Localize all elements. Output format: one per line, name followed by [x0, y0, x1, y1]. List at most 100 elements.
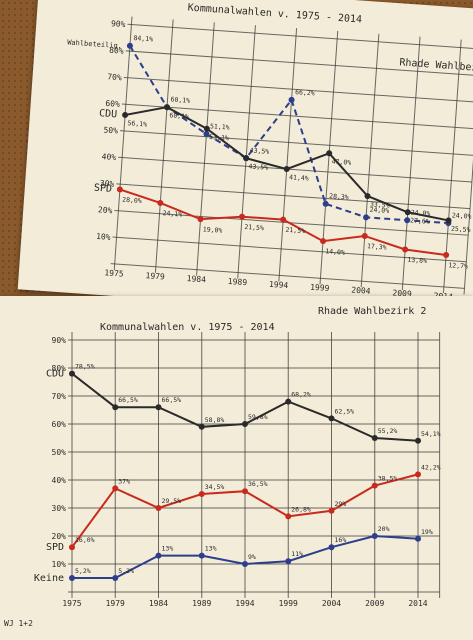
grid-line-vertical	[154, 19, 174, 273]
data-point-spd	[157, 199, 164, 206]
data-label-cdu: 58,8%	[205, 416, 225, 424]
data-label-spd: 34,5%	[205, 483, 225, 491]
data-point-keine	[415, 535, 421, 542]
data-point-cdu	[328, 415, 335, 422]
legend-label-cdu: CDU	[99, 108, 118, 120]
data-point-spd	[69, 544, 75, 551]
x-tick-label: 1979	[106, 599, 125, 608]
y-tick-label: 70%	[107, 72, 122, 82]
grid-line-horizontal	[116, 183, 471, 210]
data-point-spd	[371, 482, 378, 489]
data-label-cdu: 66,5%	[118, 396, 138, 404]
data-point-cdu	[404, 209, 411, 216]
data-label-cdu: 68,2%	[291, 391, 311, 399]
data-point-wahlbeteilig	[126, 42, 133, 49]
chart-sheet-wahlbezirk-2: Kommunalwahlen v. 1975 - 2014 Rhade Wahlb…	[0, 296, 473, 640]
y-tick-label: 10%	[52, 560, 67, 569]
data-label-spd: 29%	[335, 500, 347, 508]
data-point-cdu	[445, 217, 452, 224]
data-point-keine	[328, 544, 335, 551]
y-tick-label: 20%	[52, 532, 67, 541]
data-label-spd: 19,0%	[203, 225, 223, 234]
x-tick-label: 1989	[228, 277, 248, 287]
legend-label-spd: SPD	[93, 183, 112, 195]
legend-label-cdu: CDU	[46, 369, 64, 380]
data-point-spd	[320, 238, 327, 245]
chart-wahlbezirk-1: Kommunalwahlen v. 1975 - 2014 Rhade Wahlb…	[67, 2, 473, 302]
x-tick-label: 1979	[145, 271, 165, 281]
data-point-cdu	[164, 104, 171, 111]
grid-line-vertical	[360, 33, 380, 288]
grid-line-horizontal	[121, 103, 473, 130]
y-tick-label: 60%	[105, 99, 120, 109]
data-label-wahlbeteilig: 84,1%	[133, 34, 153, 43]
y-tick-label: 60%	[52, 420, 67, 429]
data-point-cdu	[122, 111, 129, 118]
data-label-keine: 5,2%	[75, 567, 91, 575]
chart-wahlbezirk-2: Kommunalwahlen v. 1975 - 2014 Rhade Wahlb…	[4, 306, 441, 628]
grid-line-horizontal	[118, 156, 472, 183]
data-point-cdu	[112, 404, 119, 411]
grid-line-horizontal	[125, 50, 473, 77]
grid-line-horizontal	[127, 23, 473, 50]
data-label-keine: 20%	[378, 525, 390, 533]
x-tick-label: 1975	[104, 268, 124, 278]
data-point-spd	[280, 216, 287, 223]
data-point-spd	[116, 186, 123, 193]
data-point-spd	[239, 213, 246, 220]
grid-line-vertical	[196, 22, 215, 276]
x-axis-line	[110, 263, 465, 289]
data-label-spd: 42,2%	[421, 463, 441, 471]
data-label-cdu: 66,5%	[162, 396, 182, 404]
data-label-spd: 17,3%	[367, 242, 387, 251]
data-point-spd	[402, 246, 409, 253]
data-point-cdu	[415, 437, 421, 444]
data-label-spd: 21,5%	[244, 223, 264, 232]
x-tick-label: 1999	[310, 283, 330, 293]
data-label-spd: 29,5%	[162, 497, 182, 505]
data-label-cdu: 62,5%	[335, 407, 355, 415]
data-point-cdu	[155, 404, 162, 411]
legend-label-wahlbeteilig: Wahlbeteilig.	[67, 38, 122, 50]
data-point-spd	[155, 505, 162, 511]
x-tick-label: 1994	[235, 599, 254, 608]
data-label-keine: 13%	[162, 545, 174, 553]
x-tick-label: 2004	[322, 599, 341, 608]
data-label-keine: 13%	[205, 545, 217, 553]
x-tick-label: 1994	[269, 280, 289, 290]
data-label-keine: 11%	[291, 550, 303, 558]
data-label-spd: 37%	[118, 477, 130, 485]
data-label-cdu: 47,0%	[331, 157, 351, 166]
chart-subtitle: Rhade Wahlbezirk 2	[318, 306, 426, 317]
grid-line-vertical	[442, 39, 462, 293]
data-label-keine: 19%	[421, 528, 433, 536]
grid-line-vertical	[278, 28, 298, 282]
data-point-keine	[285, 558, 292, 565]
chart-subtitle: Rhade Wahlbezirk 1	[399, 57, 473, 76]
data-label-spd: 13,8%	[407, 256, 427, 265]
y-tick-label: 90%	[52, 336, 67, 345]
data-point-wahlbeteilig	[288, 96, 295, 103]
data-point-cdu	[371, 435, 378, 441]
data-point-cdu	[243, 155, 250, 162]
data-point-cdu	[203, 125, 210, 132]
legend-label-keine: Keine	[34, 573, 64, 584]
data-point-spd	[361, 232, 368, 239]
data-label-spd: 16,0%	[75, 536, 95, 544]
y-tick-label: 50%	[52, 448, 67, 457]
data-label-keine: 9%	[248, 553, 256, 561]
data-label-cdu: 55,2%	[378, 427, 398, 435]
x-tick-label: 2004	[351, 286, 371, 296]
data-point-cdu	[69, 370, 75, 377]
data-point-spd	[242, 488, 248, 495]
data-label-spd: 36,5%	[248, 480, 268, 488]
data-label-cdu: 59,8%	[248, 413, 268, 421]
y-tick-label: 80%	[52, 364, 67, 373]
legend-label-spd: SPD	[46, 542, 64, 553]
y-tick-label: 40%	[52, 476, 67, 485]
data-label-spd: 14,0%	[325, 247, 345, 256]
data-point-wahlbeteilig	[363, 214, 370, 221]
y-tick-label: 30%	[52, 504, 67, 513]
grid-line-vertical	[113, 16, 133, 270]
y-tick-label: 50%	[103, 126, 118, 136]
